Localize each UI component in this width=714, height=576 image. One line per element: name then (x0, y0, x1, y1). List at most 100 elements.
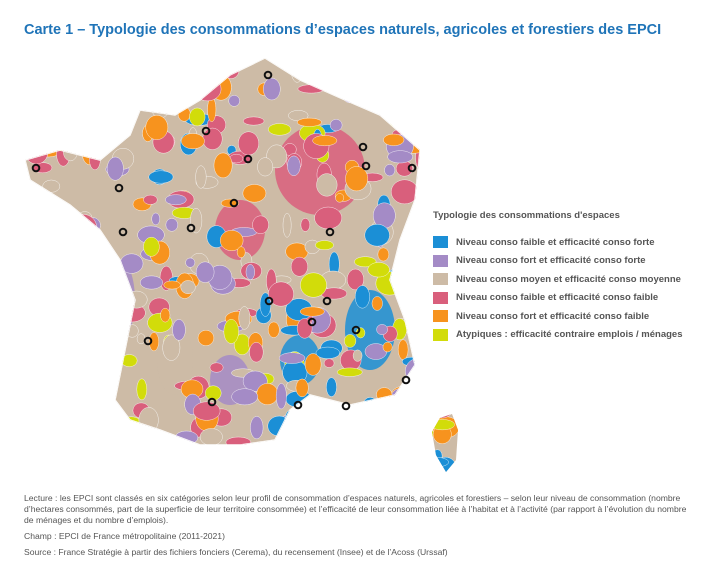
epci (91, 136, 107, 158)
epci (338, 449, 352, 463)
epci (268, 281, 294, 307)
epci (125, 324, 139, 338)
city-marker (322, 296, 332, 306)
epci (436, 91, 453, 104)
legend-item: Niveau conso fort et efficacité conso fa… (433, 307, 683, 326)
epci (74, 97, 85, 111)
epci (66, 220, 76, 247)
legend-swatch (433, 254, 448, 267)
city-marker (118, 227, 128, 237)
epci (250, 416, 264, 440)
epci (148, 170, 174, 184)
epci (189, 107, 206, 127)
epci (384, 420, 400, 441)
epci (151, 212, 161, 226)
legend-swatch (433, 328, 448, 341)
epci (143, 236, 160, 257)
epci (384, 410, 400, 431)
epci (195, 261, 215, 283)
epci (47, 418, 74, 440)
epci (299, 306, 325, 317)
epci (365, 458, 386, 472)
epci (130, 64, 148, 80)
city-marker (293, 400, 303, 410)
epci (296, 318, 313, 339)
city-marker (243, 154, 253, 164)
epci (389, 386, 414, 413)
epci (190, 208, 203, 234)
epci (30, 393, 51, 414)
epci (243, 116, 265, 126)
epci (397, 339, 409, 360)
epci (418, 129, 438, 142)
epci (68, 303, 97, 321)
epci (238, 131, 259, 156)
epci (315, 346, 340, 359)
epci (209, 362, 224, 373)
epci (256, 383, 279, 405)
epci (33, 366, 56, 377)
epci (376, 387, 393, 402)
epci (107, 315, 125, 325)
epci (213, 447, 223, 459)
epci (329, 119, 343, 132)
epci (64, 81, 88, 94)
epci (300, 272, 327, 298)
epci (271, 443, 281, 466)
legend-item: Niveau conso fort et efficacité conso fo… (433, 252, 683, 271)
epci (249, 342, 264, 363)
epci (249, 454, 267, 472)
epci (83, 132, 99, 153)
epci (223, 465, 240, 472)
epci (278, 352, 306, 364)
epci (142, 465, 154, 472)
epci (93, 393, 105, 403)
epci (25, 298, 34, 321)
epci (72, 246, 81, 266)
epci (354, 256, 377, 268)
epci (80, 357, 99, 374)
epci (309, 460, 319, 472)
epci (51, 316, 70, 327)
epci (108, 77, 119, 95)
epci (228, 95, 240, 107)
epci (231, 388, 259, 406)
epci (66, 112, 85, 128)
epci (316, 173, 338, 197)
epci (165, 218, 178, 232)
epci (91, 312, 104, 324)
epci (104, 364, 116, 390)
epci (413, 403, 429, 425)
legend-items: Niveau conso faible et efficacité conso … (433, 233, 683, 344)
epci (79, 401, 105, 419)
epci (371, 426, 394, 453)
epci (315, 240, 334, 250)
epci (417, 60, 436, 70)
city-marker (361, 161, 371, 171)
city-marker (264, 296, 274, 306)
epci (387, 426, 407, 439)
epci (379, 82, 401, 99)
epci (433, 384, 454, 399)
map (25, 58, 458, 472)
epci (367, 262, 390, 278)
epci (51, 63, 74, 80)
epci (322, 452, 335, 472)
epci (300, 218, 311, 232)
epci (387, 463, 411, 472)
epci (295, 378, 309, 398)
epci (442, 190, 458, 202)
epci (72, 331, 83, 357)
epci (25, 430, 27, 453)
epci (409, 92, 418, 118)
epci (193, 76, 222, 102)
legend-item: Niveau conso faible et efficacité conso … (433, 233, 683, 252)
epci (245, 264, 255, 280)
epci (402, 438, 428, 466)
epci (28, 120, 51, 144)
epci (395, 160, 413, 177)
city-marker (263, 70, 273, 80)
epci (106, 156, 124, 181)
epci (100, 281, 124, 303)
